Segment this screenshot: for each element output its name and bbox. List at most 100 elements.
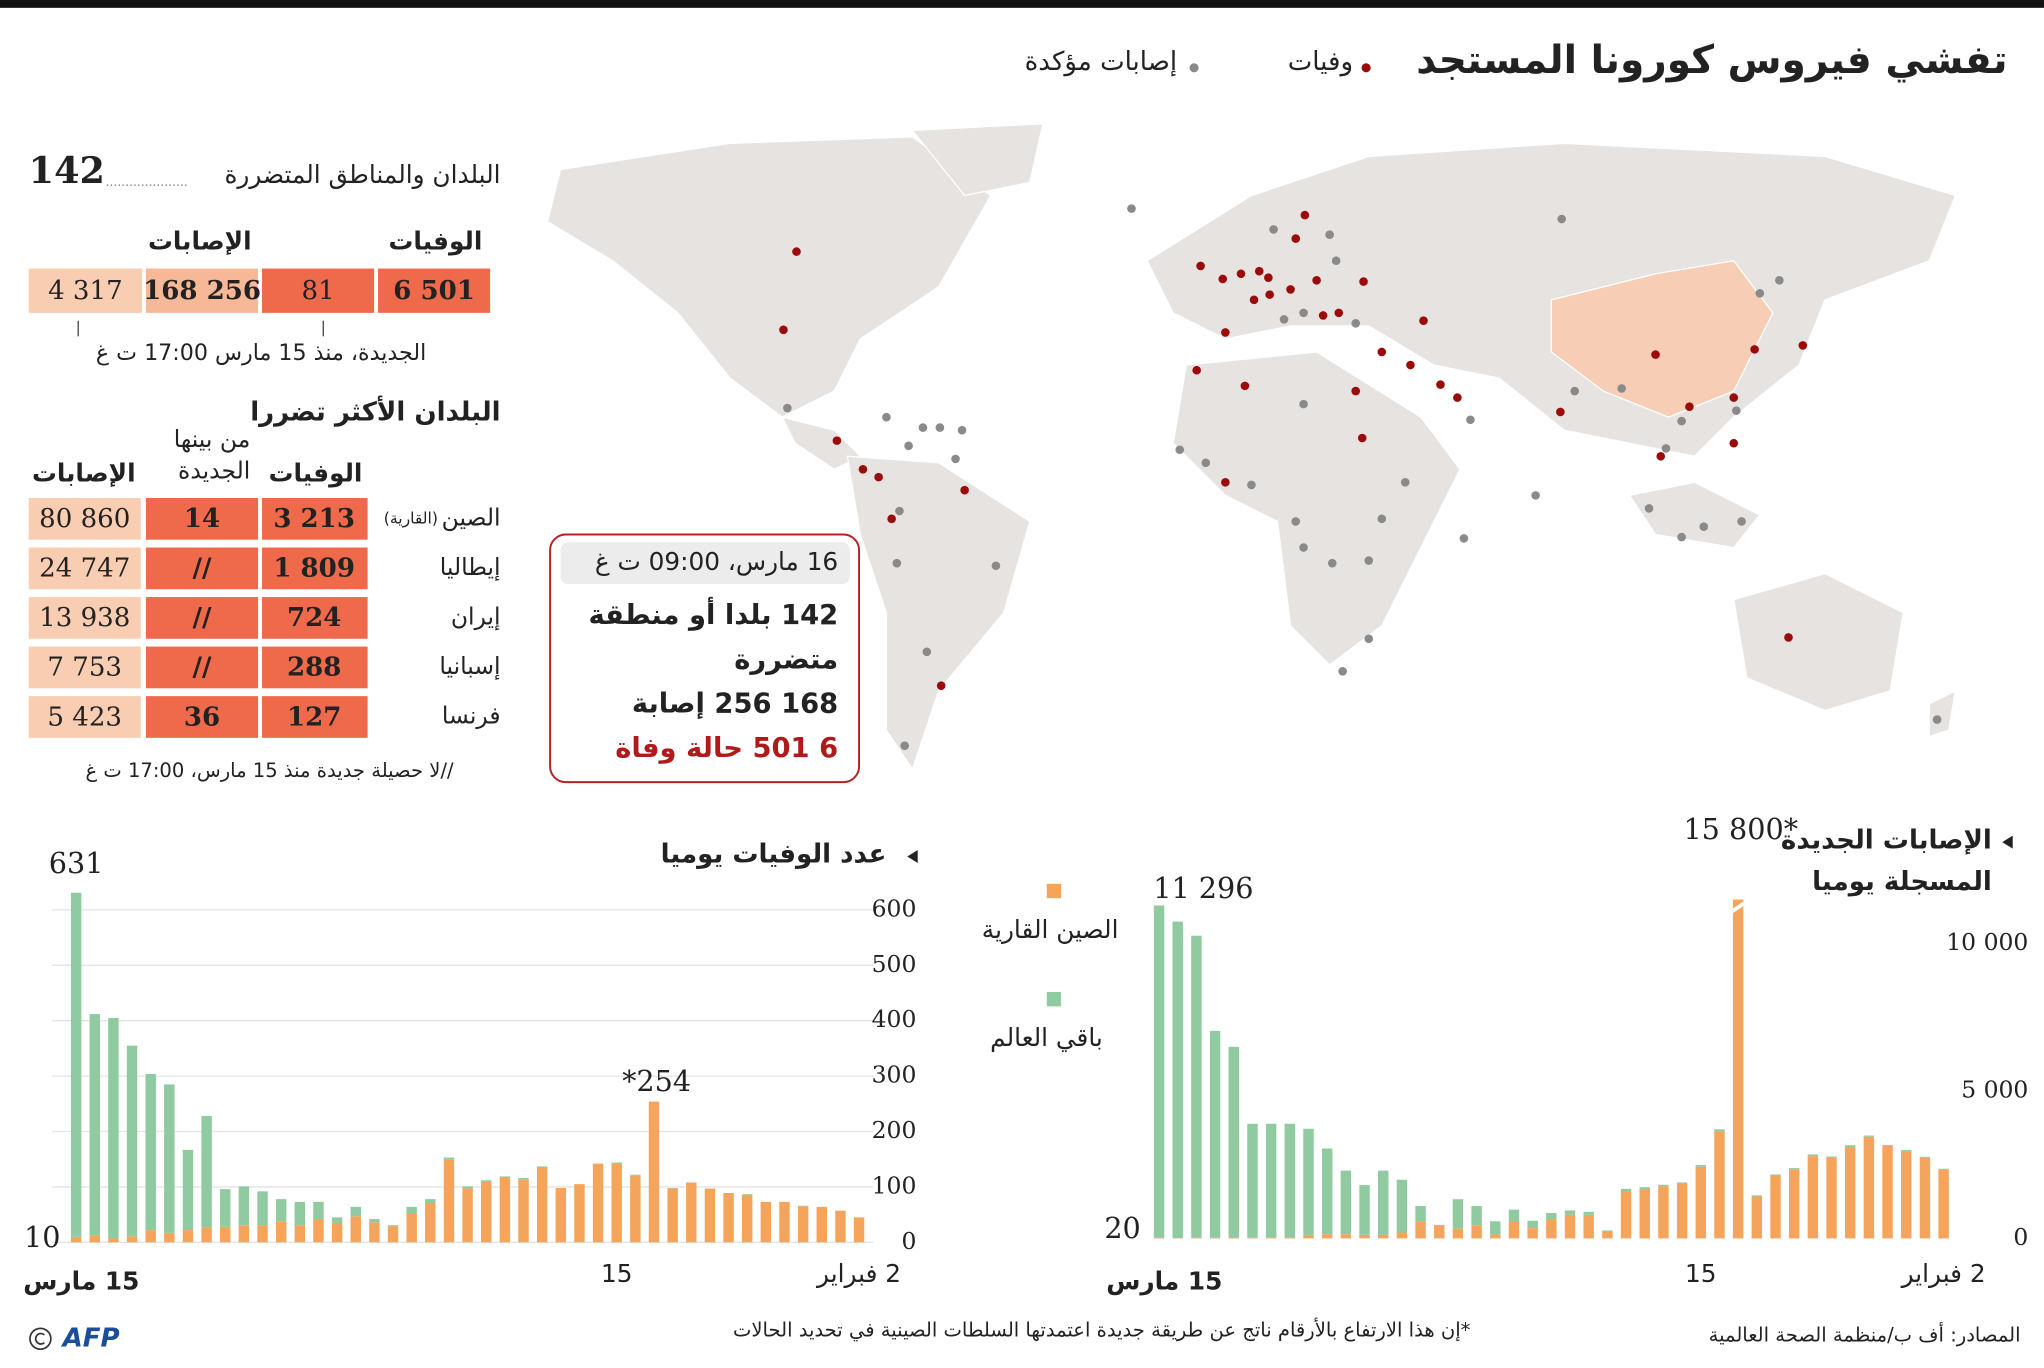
cases-value: 7 753 bbox=[47, 653, 122, 683]
y-tick-label: 100 bbox=[872, 1171, 917, 1199]
bar bbox=[1247, 1123, 1258, 1238]
bar bbox=[443, 1159, 455, 1243]
bar bbox=[257, 1225, 268, 1243]
death-marker bbox=[1359, 277, 1368, 286]
death-marker bbox=[1192, 365, 1201, 375]
bar bbox=[760, 1201, 772, 1243]
case-marker bbox=[1531, 491, 1540, 500]
new-value: 36 bbox=[184, 702, 220, 732]
summary-label: البلدان والمناطق المتضررة bbox=[224, 160, 500, 189]
case-marker bbox=[882, 412, 891, 422]
y-tick-label: 500 bbox=[872, 950, 917, 978]
case-marker bbox=[1338, 667, 1347, 676]
cases-cell bbox=[28, 547, 141, 590]
bar bbox=[462, 1186, 473, 1189]
chart-title: المسجلة يوميا bbox=[1812, 867, 1992, 897]
deaths-value: 724 bbox=[287, 603, 341, 633]
table-note: //لا حصيلة جديدة منذ 15 مارس، 17:00 ت غ bbox=[85, 759, 454, 782]
bar bbox=[741, 1194, 753, 1195]
col-header: الجديدة bbox=[178, 456, 250, 484]
death-marker bbox=[1265, 290, 1274, 299]
summary-value: 4 317 bbox=[48, 276, 123, 306]
bar bbox=[331, 1217, 343, 1223]
case-marker bbox=[1201, 458, 1211, 468]
case-marker bbox=[900, 741, 909, 750]
country-name: إيران bbox=[451, 602, 501, 631]
info-box-header bbox=[560, 542, 850, 585]
bar bbox=[145, 1073, 156, 1231]
deaths-cell bbox=[262, 646, 368, 689]
bar bbox=[1938, 1168, 1949, 1170]
bar bbox=[1658, 1184, 1669, 1187]
bar bbox=[592, 1163, 604, 1243]
bar bbox=[257, 1191, 268, 1226]
bars bbox=[1153, 899, 1949, 1239]
footnote: *إن هذا الارتفاع بالأرقام ناتج عن طريقة … bbox=[733, 1317, 1471, 1342]
col-header: الإصابات bbox=[32, 459, 136, 488]
death-marker bbox=[1196, 261, 1205, 271]
case-marker bbox=[783, 403, 792, 413]
bar bbox=[611, 1163, 622, 1243]
bar bbox=[1209, 1030, 1221, 1238]
cases-value: 13 938 bbox=[39, 603, 130, 633]
cases-value: 24 747 bbox=[39, 554, 130, 584]
death-marker bbox=[1357, 433, 1367, 443]
bar bbox=[481, 1181, 492, 1243]
bar bbox=[1284, 1237, 1296, 1239]
bar bbox=[70, 1236, 82, 1243]
bar bbox=[126, 1236, 138, 1243]
annotation: 11 296 bbox=[1153, 871, 1253, 905]
bar bbox=[1620, 1188, 1632, 1192]
bar bbox=[797, 1205, 809, 1207]
deaths-value: 1 809 bbox=[273, 554, 355, 584]
bar bbox=[1620, 1191, 1632, 1239]
cases-cell bbox=[28, 696, 141, 738]
death-marker bbox=[1286, 285, 1295, 294]
death-marker bbox=[1249, 295, 1259, 305]
bar bbox=[350, 1206, 361, 1217]
bar bbox=[1583, 1214, 1594, 1239]
summary-count: 142 bbox=[29, 149, 105, 192]
bar bbox=[164, 1084, 175, 1233]
case-marker bbox=[1331, 256, 1341, 266]
legend-deaths: وفيات bbox=[1288, 47, 1353, 77]
legend-dot-deaths bbox=[1361, 63, 1371, 73]
bar bbox=[536, 1166, 548, 1243]
col-header: من بينها bbox=[174, 425, 251, 453]
info-line: 168 256 إصابة bbox=[632, 689, 838, 720]
bar bbox=[1901, 1149, 1912, 1152]
deaths-cell bbox=[262, 696, 368, 738]
bar bbox=[1228, 1237, 1239, 1239]
bar bbox=[1508, 1221, 1520, 1239]
bar bbox=[704, 1188, 716, 1243]
case-marker bbox=[935, 423, 945, 432]
bar bbox=[220, 1226, 231, 1243]
bar bbox=[667, 1188, 678, 1189]
bar bbox=[611, 1162, 622, 1164]
bar bbox=[1303, 1235, 1314, 1239]
case-marker bbox=[957, 425, 967, 435]
death-marker bbox=[1406, 360, 1415, 370]
bar bbox=[1788, 1168, 1800, 1170]
death-marker bbox=[1240, 381, 1250, 391]
bar bbox=[1153, 905, 1165, 1238]
death-marker bbox=[1236, 269, 1246, 279]
death-marker bbox=[1419, 316, 1428, 325]
bar bbox=[425, 1202, 436, 1243]
bar bbox=[1527, 1220, 1538, 1229]
case-marker bbox=[1755, 289, 1765, 298]
country-name: إسبانيا bbox=[439, 652, 500, 681]
case-marker bbox=[1299, 399, 1308, 409]
bar bbox=[1321, 1148, 1333, 1235]
case-marker bbox=[1557, 214, 1566, 224]
death-marker bbox=[1453, 393, 1462, 402]
case-marker bbox=[1677, 416, 1686, 426]
bar bbox=[1714, 1129, 1725, 1132]
bar bbox=[816, 1206, 827, 1243]
bar bbox=[1658, 1186, 1669, 1239]
bar bbox=[499, 1176, 511, 1177]
summary-cell bbox=[378, 268, 491, 313]
summary-header: الإصابات bbox=[148, 226, 252, 255]
value-label: 20 bbox=[1104, 1211, 1140, 1245]
